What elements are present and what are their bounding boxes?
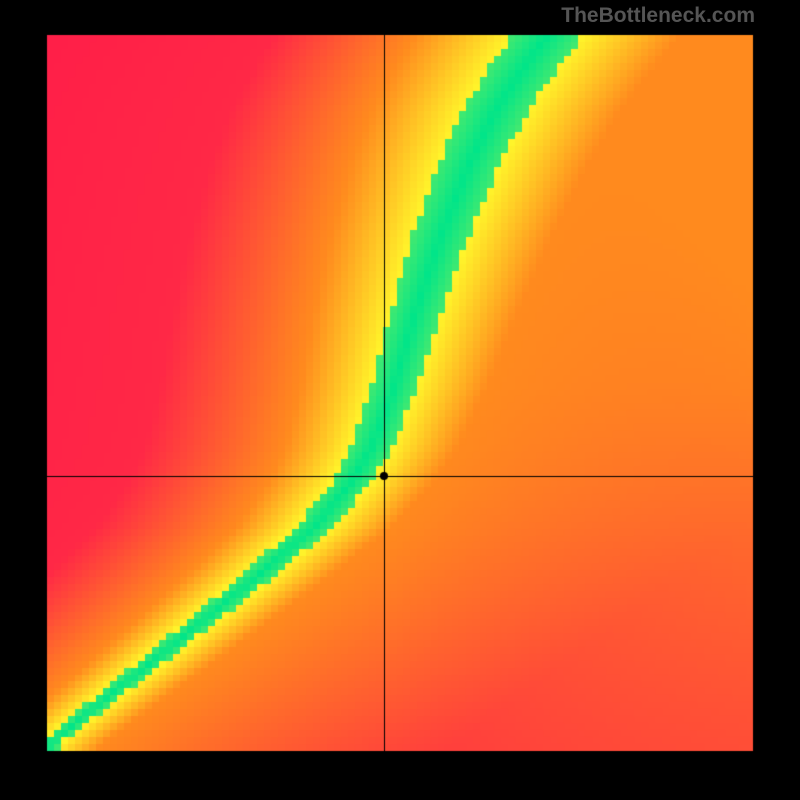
watermark-text: TheBottleneck.com	[561, 4, 755, 28]
chart-container: TheBottleneck.com	[0, 0, 800, 800]
heatmap-canvas	[0, 0, 800, 800]
